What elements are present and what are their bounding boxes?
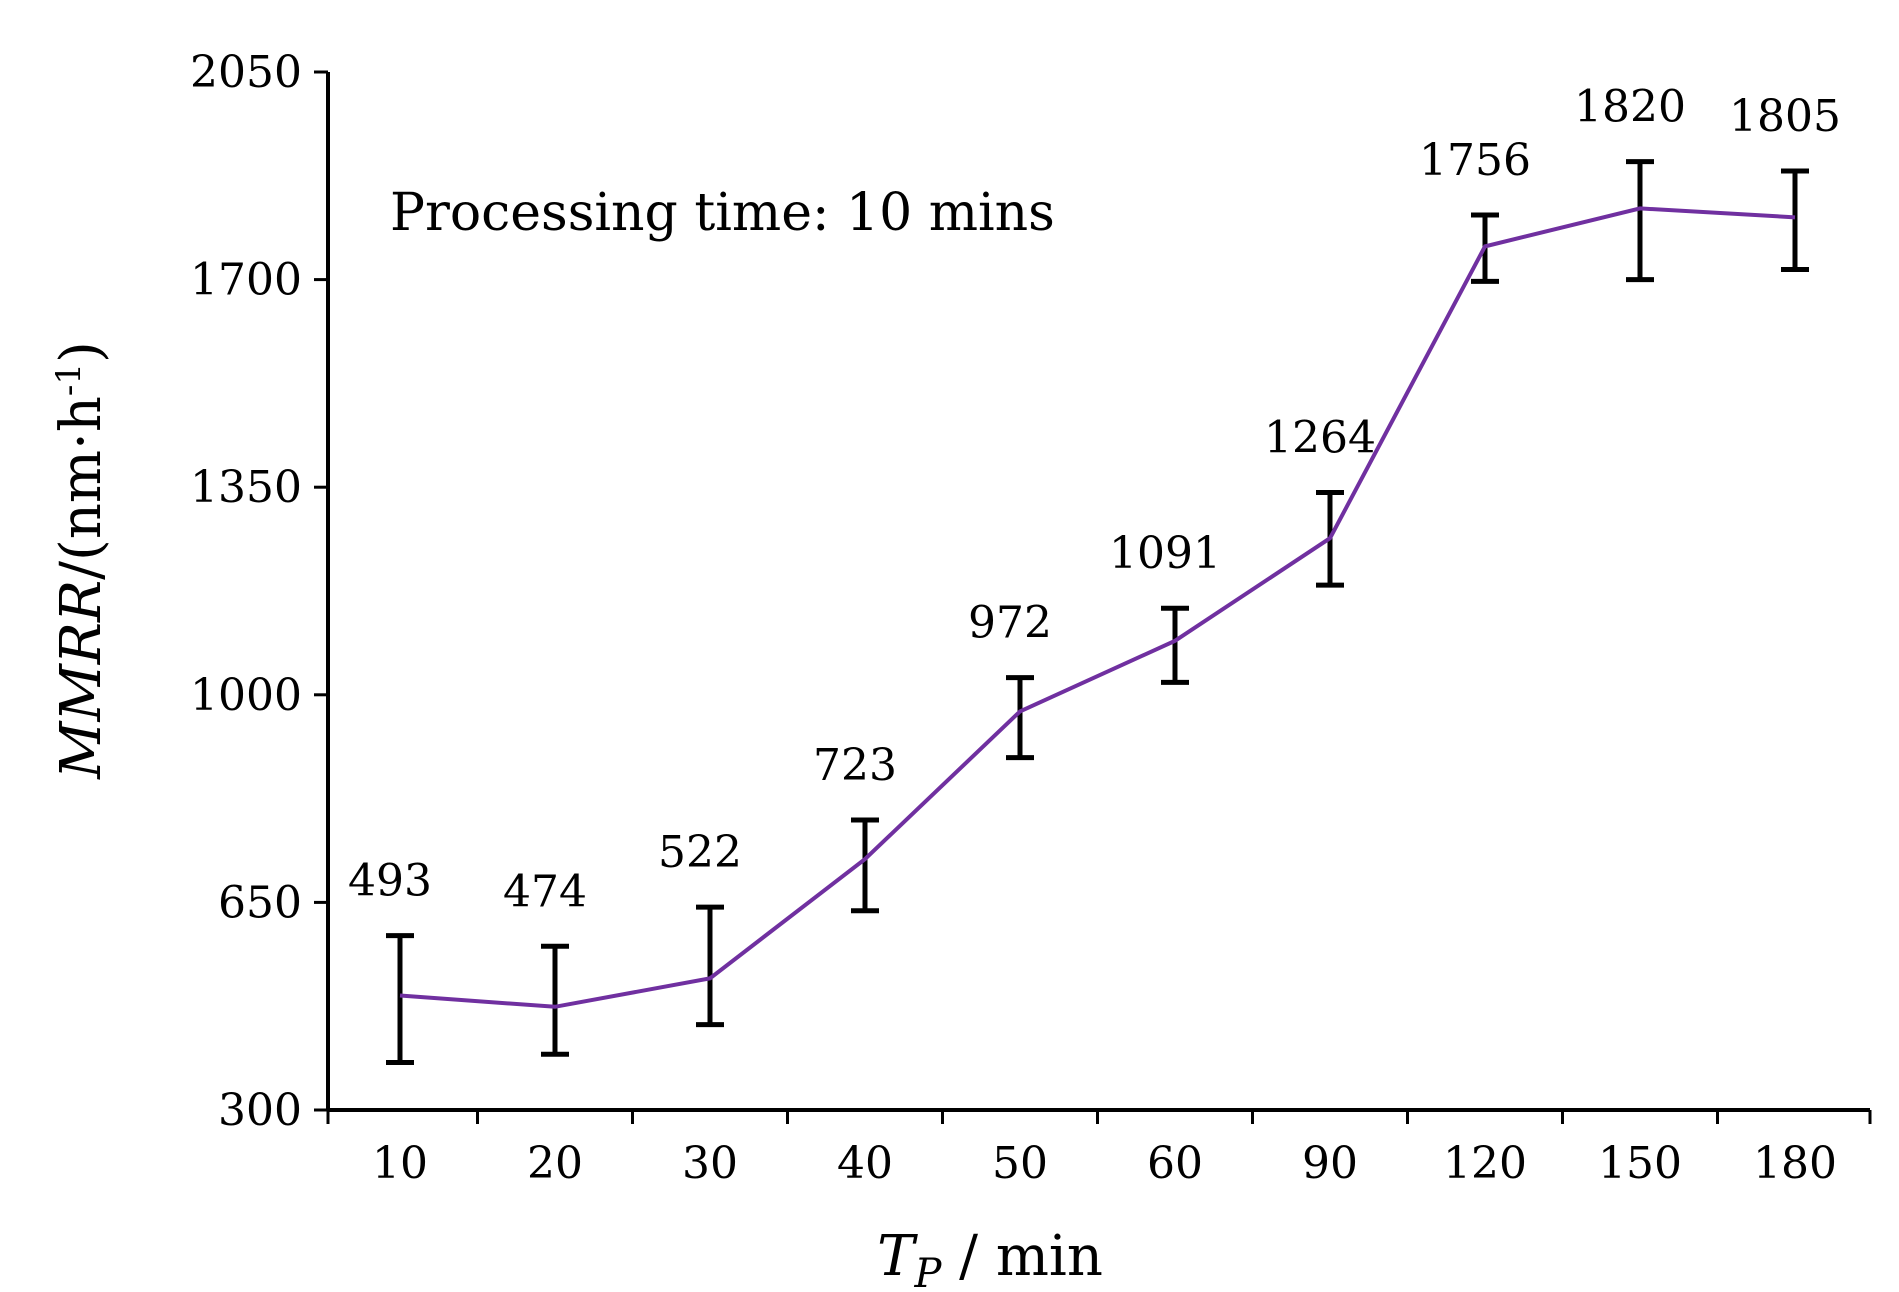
y-tick-label: 2050 [190, 47, 302, 98]
data-label: 1264 [1264, 413, 1376, 464]
data-label: 493 [348, 856, 432, 907]
x-tick-label: 180 [1753, 1138, 1837, 1189]
y-axis-unit-prefix: /(nm·h [49, 396, 114, 580]
y-axis-unit-sup: -1 [49, 363, 89, 396]
error-bar [541, 943, 569, 1057]
y-tick-label: 300 [218, 1085, 302, 1136]
x-tick-label: 120 [1443, 1138, 1527, 1189]
data-label: 723 [813, 740, 897, 791]
series-line-mmrr [399, 206, 1796, 1009]
data-label: 972 [968, 598, 1052, 649]
x-tick-label: 10 [372, 1138, 428, 1189]
y-tick-label: 1700 [190, 255, 302, 306]
x-tick-label: 50 [992, 1138, 1048, 1189]
error-bar [851, 817, 879, 914]
data-label: 1805 [1729, 91, 1841, 142]
error-bars [386, 159, 1809, 1066]
annotation: Processing time: 10 mins [390, 183, 1055, 243]
y-tick-label: 650 [218, 877, 302, 928]
data-label: 522 [658, 827, 742, 878]
error-bar [696, 904, 724, 1028]
y-axis-unit-suffix: ) [49, 341, 114, 363]
y-tick-label: 1350 [190, 462, 302, 513]
x-axis-subscript: P [913, 1251, 942, 1292]
x-axis-ticks: 10 20 30 40 50 60 90 120 150 180 [326, 1110, 1872, 1189]
error-bar [386, 933, 414, 1066]
y-axis-symbol: MMRR [49, 580, 114, 780]
series-lines [399, 206, 1796, 1009]
x-axis-unit: / min [941, 1224, 1103, 1289]
data-label: 1756 [1419, 135, 1531, 186]
error-bar [1626, 159, 1654, 283]
data-label: 1820 [1574, 82, 1686, 133]
x-tick-label: 20 [527, 1138, 583, 1189]
y-tick-label: 1000 [190, 670, 302, 721]
data-labels: 493 474 522 723 972 1091 1264 1756 1820 1805 [348, 82, 1841, 918]
x-tick-label: 90 [1302, 1138, 1358, 1189]
x-tick-label: 40 [837, 1138, 893, 1189]
y-axis-ticks: 300 650 1000 1350 1700 2050 [190, 47, 328, 1136]
error-bar [1781, 168, 1809, 273]
x-tick-label: 30 [682, 1138, 738, 1189]
x-tick-label: 150 [1598, 1138, 1682, 1189]
error-bar [1161, 605, 1189, 685]
x-axis-title: TP / min [877, 1224, 1103, 1292]
y-axis-title: MMRR/(nm·h-1) [49, 341, 114, 780]
x-axis-symbol: T [877, 1224, 918, 1289]
data-label: 474 [503, 866, 587, 917]
error-bar [1006, 675, 1034, 761]
x-tick-label: 60 [1147, 1138, 1203, 1189]
data-label: 1091 [1109, 528, 1221, 579]
